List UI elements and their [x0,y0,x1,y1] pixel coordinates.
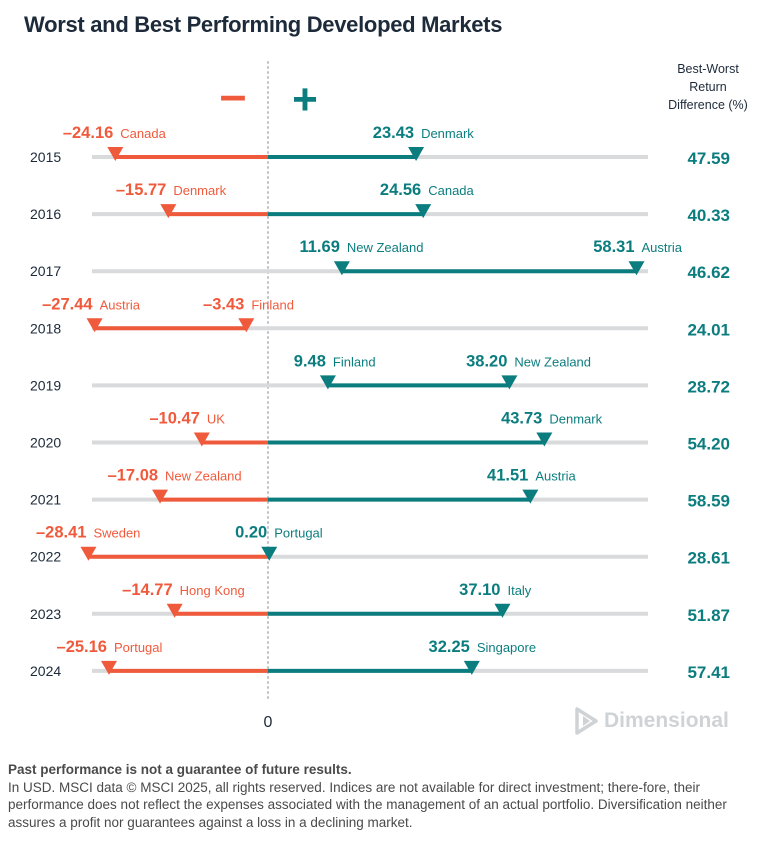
year-label: 2022 [30,549,61,565]
worst-marker [193,432,210,447]
best-country-label: Denmark [421,126,474,141]
best-marker [238,318,255,333]
worst-value-label: –14.77 [122,581,172,599]
brand-name: Dimensional [604,709,729,732]
best-country-label: Portugal [274,526,323,541]
best-marker [628,261,645,276]
difference-value: 28.72 [687,377,730,396]
worst-marker [166,603,183,618]
worst-country-label: Portugal [114,640,163,655]
negative-sign: – [219,69,247,122]
year-label: 2023 [30,606,61,622]
best-value-label: 32.25 [429,638,470,656]
footnote: Past performance is not a guarantee of f… [8,761,764,831]
difference-header-line-3: Difference (%) [668,98,748,112]
worst-country-label: UK [207,412,225,427]
best-country-label: Singapore [477,640,536,655]
worst-value-label: –15.77 [116,181,166,199]
best-marker [494,603,511,618]
best-value-label: 41.51 [487,467,528,485]
difference-value: 24.01 [687,320,730,339]
best-marker [501,375,518,390]
worst-value-label: 9.48 [294,352,326,370]
worst-marker [160,204,177,219]
footnote-body: In USD. MSCI data © MSCI 2025, all right… [8,779,727,830]
difference-value: 47.59 [687,149,730,168]
difference-value: 51.87 [687,606,730,625]
worst-country-label: Canada [120,126,166,141]
difference-value: 28.61 [687,549,730,568]
footnote-disclaimer: Past performance is not a guarantee of f… [8,762,352,777]
worst-country-label: Denmark [173,183,226,198]
best-country-label: Finland [251,297,294,312]
positive-sign: + [292,75,318,124]
best-value-label: 43.73 [501,410,542,428]
best-value-label: 0.20 [235,524,267,542]
worst-value-label: –10.47 [149,410,199,428]
difference-header: Best-Worst Return Difference (%) [660,60,756,114]
year-label: 2018 [30,320,61,336]
year-label: 2021 [30,492,61,508]
best-country-label: Italy [507,583,531,598]
worst-value-label: –17.08 [108,467,158,485]
worst-value-label: –27.44 [42,295,93,313]
best-country-label: Denmark [549,412,602,427]
year-label: 2015 [30,149,61,165]
worst-country-label: Hong Kong [180,583,245,598]
difference-value: 54.20 [687,435,730,454]
worst-marker [319,375,336,390]
range-chart: 2015–24.16 Canada 23.43 Denmark 47.59 2016 –15… [30,61,730,731]
worst-marker [100,660,117,675]
brand-logo: Dimensional [574,706,729,736]
worst-country-label: Sweden [93,526,140,541]
best-value-label: –3.43 [203,295,244,313]
worst-country-label: New Zealand [165,469,242,484]
year-label: 2016 [30,206,61,222]
year-label: 2024 [30,663,61,679]
best-country-label: Austria [535,469,576,484]
worst-country-label: New Zealand [347,240,424,255]
year-label: 2019 [30,377,61,393]
dimensional-mark-icon [575,707,598,735]
best-marker [522,489,539,504]
worst-value-label: –25.16 [57,638,107,656]
best-marker [261,546,278,561]
best-country-label: Canada [428,183,474,198]
best-value-label: 38.20 [466,352,507,370]
best-value-label: 37.10 [459,581,500,599]
best-value-label: 58.31 [593,238,634,256]
best-marker [536,432,553,447]
difference-header-line-2: Return [689,80,727,94]
difference-value: 40.33 [687,206,730,225]
worst-value-label: –24.16 [63,124,113,142]
difference-value: 57.41 [687,663,730,682]
difference-value: 46.62 [687,263,730,282]
best-value-label: 23.43 [373,124,414,142]
chart-title: Worst and Best Performing Developed Mark… [24,12,503,37]
worst-value-label: –28.41 [36,524,86,542]
worst-country-label: Finland [333,354,376,369]
worst-marker [333,261,350,276]
best-marker [463,660,480,675]
worst-value-label: 11.69 [299,238,339,256]
worst-marker [80,546,97,561]
best-country-label: Austria [642,240,683,255]
best-marker [415,204,432,219]
best-marker [408,147,425,161]
worst-marker [86,318,103,333]
difference-value: 58.59 [687,492,730,511]
zero-tick-label: 0 [264,714,273,731]
best-value-label: 24.56 [380,181,421,199]
year-label: 2020 [30,435,61,451]
worst-marker [152,489,169,504]
year-label: 2017 [30,263,61,279]
best-country-label: New Zealand [514,354,591,369]
worst-marker [107,147,124,161]
difference-header-line-1: Best-Worst [677,62,739,76]
worst-country-label: Austria [100,297,141,312]
